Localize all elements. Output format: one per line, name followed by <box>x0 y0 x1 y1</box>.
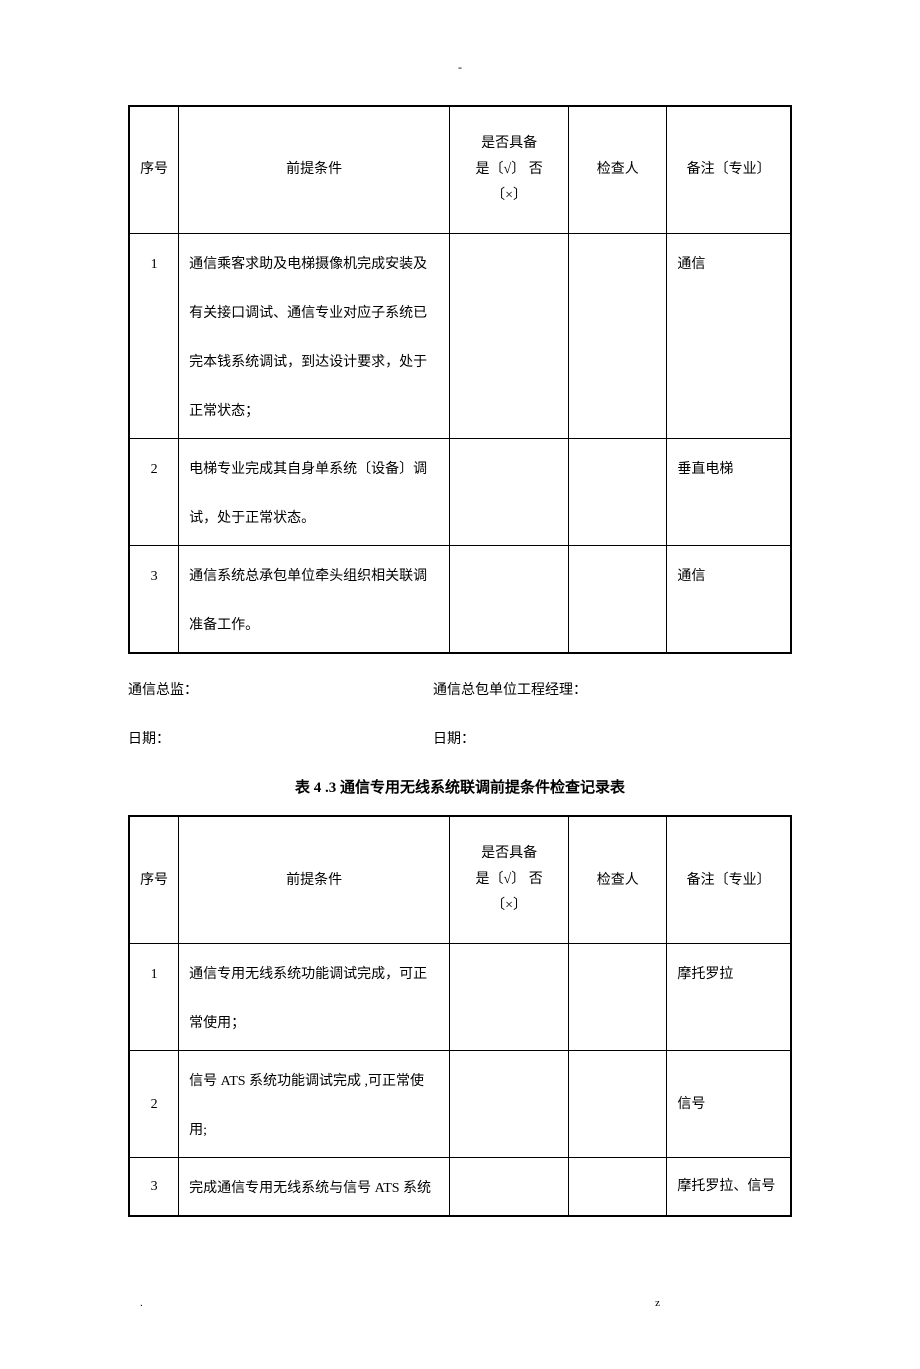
th-seq: 序号 <box>129 816 179 944</box>
cell-condition: 电梯专业完成其自身单系统〔设备〕调试，处于正常状态。 <box>179 439 450 546</box>
sig-supervisor-label: 通信总监： <box>128 678 433 703</box>
cell-note: 垂直电梯 <box>667 439 791 546</box>
th-yn-line2: 是〔√〕 否 <box>454 873 564 887</box>
cell-checker <box>569 439 667 546</box>
cell-checker <box>569 1051 667 1158</box>
cell-seq: 1 <box>129 944 179 1051</box>
table-2: 序号 前提条件 是否具备 是〔√〕 否 〔×〕 检查人 备注〔专业〕 1 通信专… <box>128 815 792 1217</box>
th-yn-line3: 〔×〕 <box>454 189 564 203</box>
table-row: 3 通信系统总承包单位牵头组织相关联调准备工作。 通信 <box>129 546 791 654</box>
table-row: 1 通信专用无线系统功能调试完成，可正常使用； 摩托罗拉 <box>129 944 791 1051</box>
cell-note: 摩托罗拉 <box>667 944 791 1051</box>
footer-left-mark: . <box>140 1297 143 1309</box>
cell-seq: 3 <box>129 1158 179 1217</box>
page-footer: . z <box>0 1297 920 1309</box>
th-note: 备注〔专业〕 <box>667 816 791 944</box>
th-seq: 序号 <box>129 106 179 234</box>
signature-row-2: 日期： 日期： <box>128 727 792 752</box>
th-yn-line3: 〔×〕 <box>454 899 564 913</box>
cell-yn <box>450 944 569 1051</box>
th-yn: 是否具备 是〔√〕 否 〔×〕 <box>450 106 569 234</box>
cell-checker <box>569 1158 667 1217</box>
table-row: 3 完成通信专用无线系统与信号 ATS 系统 摩托罗拉、信号 <box>129 1158 791 1217</box>
cell-condition: 通信专用无线系统功能调试完成，可正常使用； <box>179 944 450 1051</box>
th-yn-line1: 是否具备 <box>454 847 564 861</box>
cell-condition: 信号 ATS 系统功能调试完成 ,可正常使用; <box>179 1051 450 1158</box>
cell-seq: 1 <box>129 234 179 439</box>
table-row: 1 通信乘客求助及电梯摄像机完成安装及有关接口调试、通信专业对应子系统已完本钱系… <box>129 234 791 439</box>
cell-note: 通信 <box>667 546 791 654</box>
cell-seq: 2 <box>129 439 179 546</box>
cell-seq: 3 <box>129 546 179 654</box>
signature-row-1: 通信总监： 通信总包单位工程经理： <box>128 678 792 703</box>
cell-yn <box>450 546 569 654</box>
th-checker: 检查人 <box>569 106 667 234</box>
th-yn-line1: 是否具备 <box>454 137 564 151</box>
footer-right-mark: z <box>655 1297 660 1309</box>
th-condition: 前提条件 <box>179 106 450 234</box>
cell-seq: 2 <box>129 1051 179 1158</box>
table-2-header-row: 序号 前提条件 是否具备 是〔√〕 否 〔×〕 检查人 备注〔专业〕 <box>129 816 791 944</box>
cell-yn <box>450 1158 569 1217</box>
th-yn-line2: 是〔√〕 否 <box>454 163 564 177</box>
table-row: 2 电梯专业完成其自身单系统〔设备〕调试，处于正常状态。 垂直电梯 <box>129 439 791 546</box>
cell-checker <box>569 944 667 1051</box>
cell-note: 信号 <box>667 1051 791 1158</box>
cell-condition: 通信系统总承包单位牵头组织相关联调准备工作。 <box>179 546 450 654</box>
cell-yn <box>450 1051 569 1158</box>
page-header-mark: - <box>128 60 792 75</box>
cell-checker <box>569 546 667 654</box>
cell-note: 通信 <box>667 234 791 439</box>
th-checker: 检查人 <box>569 816 667 944</box>
table-1: 序号 前提条件 是否具备 是〔√〕 否 〔×〕 检查人 备注〔专业〕 1 通信乘… <box>128 105 792 654</box>
th-note: 备注〔专业〕 <box>667 106 791 234</box>
table-2-title: 表 4 .3 通信专用无线系统联调前提条件检查记录表 <box>128 776 792 797</box>
cell-yn <box>450 234 569 439</box>
cell-yn <box>450 439 569 546</box>
cell-condition: 完成通信专用无线系统与信号 ATS 系统 <box>179 1158 450 1217</box>
th-yn: 是否具备 是〔√〕 否 〔×〕 <box>450 816 569 944</box>
cell-note: 摩托罗拉、信号 <box>667 1158 791 1217</box>
cell-condition: 通信乘客求助及电梯摄像机完成安装及有关接口调试、通信专业对应子系统已完本钱系统调… <box>179 234 450 439</box>
sig-date-left-label: 日期： <box>128 727 433 752</box>
table-row: 2 信号 ATS 系统功能调试完成 ,可正常使用; 信号 <box>129 1051 791 1158</box>
th-condition: 前提条件 <box>179 816 450 944</box>
sig-manager-label: 通信总包单位工程经理： <box>433 678 792 703</box>
cell-checker <box>569 234 667 439</box>
table-1-header-row: 序号 前提条件 是否具备 是〔√〕 否 〔×〕 检查人 备注〔专业〕 <box>129 106 791 234</box>
sig-date-right-label: 日期： <box>433 727 792 752</box>
